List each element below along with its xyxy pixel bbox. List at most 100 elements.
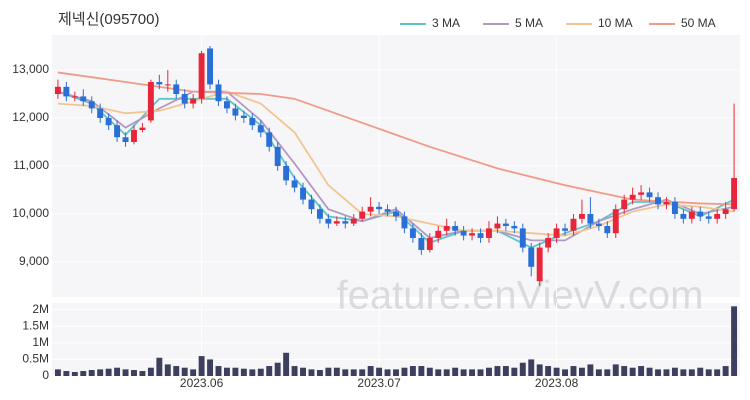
volume-bar — [612, 364, 619, 376]
candle-body — [595, 223, 602, 226]
candle-body — [519, 228, 526, 248]
volume-bar — [688, 369, 695, 376]
candle-body — [376, 206, 383, 210]
volume-bar — [443, 369, 450, 376]
legend-label: 10 MA — [598, 16, 633, 30]
candle-body — [173, 84, 180, 95]
legend-label: 5 MA — [515, 16, 543, 30]
candle-body — [604, 225, 611, 234]
candle-body — [80, 96, 87, 102]
candle-body — [131, 130, 137, 143]
volume-bar — [232, 367, 239, 376]
volume-bar — [181, 367, 188, 376]
candle-body — [629, 194, 636, 200]
candle-body — [350, 218, 357, 224]
candle-body — [54, 86, 61, 95]
candle-body — [367, 206, 374, 212]
volume-bar — [638, 366, 645, 376]
candle-body — [333, 221, 340, 224]
volume-plot-bg — [52, 303, 740, 376]
candle-body — [105, 118, 112, 126]
volume-bar — [207, 359, 214, 376]
candle-body — [646, 192, 653, 198]
volume-bar — [376, 367, 383, 376]
x-tick-label: 2023.07 — [357, 376, 401, 390]
candle-body — [283, 166, 290, 181]
y-tick-label: 1M — [32, 335, 49, 349]
candle-body — [426, 237, 433, 250]
candle-body — [714, 213, 721, 219]
candle-body — [240, 115, 247, 119]
x-tick-label: 2023.06 — [180, 376, 224, 390]
candle-body — [249, 118, 256, 126]
volume-bar — [418, 366, 425, 376]
candle-body — [325, 218, 332, 224]
volume-bar — [722, 366, 729, 376]
candle-body — [257, 125, 264, 133]
volume-bar — [97, 369, 104, 376]
volume-bar — [646, 367, 653, 376]
candle-body — [452, 225, 459, 231]
candle-body — [680, 213, 687, 219]
candle-body — [164, 84, 171, 86]
candle-body — [511, 225, 518, 229]
volume-bar — [469, 369, 476, 376]
volume-bar — [587, 364, 594, 376]
y-tick-label: 9,000 — [19, 254, 49, 268]
volume-bar — [257, 368, 264, 376]
y-tick-label: 1.5M — [22, 318, 49, 332]
volume-bar — [511, 367, 518, 376]
candle-body — [215, 84, 222, 102]
volume-bar — [88, 370, 95, 376]
volume-bar — [460, 369, 467, 376]
volume-bar — [224, 367, 230, 376]
candle-body — [562, 228, 568, 231]
volume-bar — [308, 369, 315, 376]
volume-bar — [139, 371, 146, 376]
volume-bar — [350, 369, 357, 376]
y-tick-label: 11,000 — [13, 158, 49, 172]
x-tick-label: 2023.08 — [535, 376, 579, 390]
candle-body — [198, 53, 205, 99]
candle-body — [401, 216, 408, 229]
volume-bar — [502, 366, 509, 376]
volume-bar — [435, 369, 442, 376]
candle-body — [97, 108, 104, 119]
volume-bar — [595, 369, 602, 376]
volume-bar — [452, 367, 459, 376]
candle-body — [671, 201, 678, 214]
volume-bar — [367, 366, 374, 376]
candle-body — [63, 86, 70, 97]
candle-body — [612, 209, 619, 234]
volume-bar — [409, 366, 416, 376]
volume-bar — [671, 367, 678, 376]
y-tick-label: 10,000 — [12, 206, 49, 220]
volume-bar — [156, 357, 163, 376]
candle-body — [359, 211, 366, 219]
watermark: feature.enVievV.com — [337, 274, 704, 318]
volume-bar — [680, 369, 687, 376]
candle-body — [291, 180, 298, 188]
candle-body — [384, 209, 391, 212]
volume-bar — [325, 367, 332, 376]
candle-body — [156, 82, 163, 85]
volume-bar — [604, 369, 611, 376]
volume-bar — [274, 362, 281, 376]
volume-bar — [63, 371, 70, 376]
volume-bar — [545, 366, 552, 376]
volume-bar — [198, 356, 205, 376]
volume-bar — [731, 306, 738, 376]
volume-bar — [528, 359, 535, 376]
volume-bar — [401, 367, 408, 376]
volume-bar — [486, 367, 492, 376]
volume-bar — [190, 369, 197, 376]
volume-bar — [655, 369, 661, 376]
candle-body — [308, 199, 315, 210]
candle-body — [266, 132, 273, 147]
volume-bar — [519, 362, 526, 376]
candle-body — [638, 192, 645, 195]
candle-body — [443, 225, 450, 231]
candle-body — [139, 127, 146, 131]
candle-body — [722, 209, 729, 214]
volume-bar — [621, 366, 628, 376]
